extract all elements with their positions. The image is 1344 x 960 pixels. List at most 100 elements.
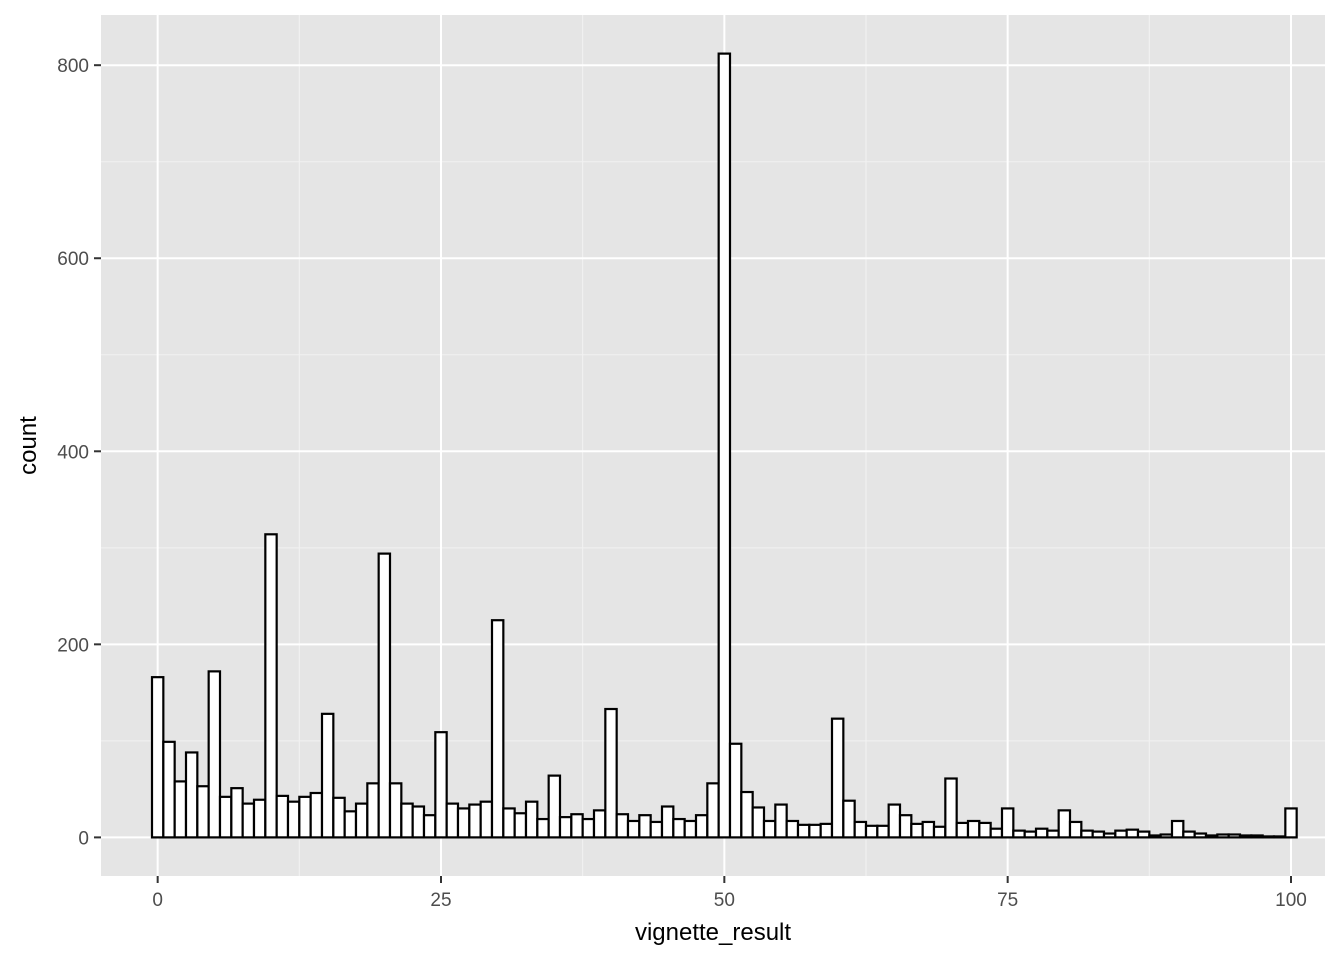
histogram-bar bbox=[275, 794, 290, 839]
histogram-bar bbox=[150, 676, 165, 839]
y-tick-label: 800 bbox=[57, 56, 89, 77]
histogram-bar bbox=[434, 731, 448, 839]
histogram-bar bbox=[264, 533, 278, 839]
histogram-bar bbox=[343, 810, 358, 839]
histogram-bar bbox=[184, 751, 199, 839]
histogram-bar bbox=[762, 819, 777, 839]
histogram-bar bbox=[649, 820, 664, 839]
histogram-bar bbox=[864, 824, 879, 839]
histogram-bar bbox=[298, 795, 312, 839]
histogram-bar bbox=[218, 795, 233, 839]
histogram-bar bbox=[932, 825, 947, 839]
histogram-bar bbox=[921, 820, 936, 839]
histogram-bar bbox=[672, 817, 686, 839]
histogram-bar bbox=[1148, 834, 1162, 839]
histogram-bar bbox=[400, 802, 414, 839]
histogram-bar bbox=[252, 798, 267, 839]
histogram-bar bbox=[785, 819, 800, 839]
histogram-bar bbox=[1272, 835, 1287, 839]
histogram-bar bbox=[1023, 830, 1038, 839]
histogram-bar bbox=[1114, 829, 1128, 839]
histogram-bar bbox=[513, 812, 528, 839]
histogram-bar bbox=[1068, 820, 1083, 839]
histogram-bar bbox=[1012, 829, 1026, 839]
x-tick-label: 25 bbox=[430, 890, 451, 911]
histogram-bar bbox=[570, 813, 584, 839]
histogram-bar bbox=[230, 787, 244, 839]
histogram-bar bbox=[207, 670, 222, 839]
histogram-bar bbox=[547, 774, 562, 839]
histogram-bar bbox=[1238, 834, 1253, 839]
histogram-bar bbox=[876, 824, 890, 839]
histogram-bar bbox=[694, 814, 709, 839]
axis-ticks bbox=[94, 64, 1292, 883]
histogram-bar bbox=[1057, 809, 1072, 839]
histogram-bar bbox=[910, 822, 924, 839]
histogram-bar bbox=[978, 821, 992, 839]
y-tick-label: 400 bbox=[57, 442, 89, 463]
histogram-bar bbox=[173, 780, 188, 839]
histogram-bar bbox=[196, 785, 210, 839]
histogram-bar bbox=[388, 782, 403, 839]
histogram-bar bbox=[581, 817, 596, 839]
histogram-bar bbox=[502, 807, 516, 839]
histogram-bar bbox=[728, 742, 743, 839]
histogram-bar bbox=[479, 800, 494, 839]
histogram-bar bbox=[989, 827, 1004, 839]
histogram-bar bbox=[1261, 835, 1276, 839]
histogram-bar bbox=[683, 819, 698, 839]
histogram-bar bbox=[490, 619, 505, 839]
histogram-bar bbox=[751, 806, 766, 839]
histogram-bar bbox=[626, 819, 641, 839]
histogram-bar bbox=[309, 791, 324, 839]
x-axis-title: vignette_result bbox=[635, 919, 791, 946]
histogram-bar bbox=[1136, 830, 1151, 839]
histogram-bar bbox=[524, 800, 539, 839]
x-tick-label: 100 bbox=[1275, 890, 1307, 911]
histogram-bar bbox=[853, 820, 868, 839]
y-axis-title: count bbox=[15, 416, 42, 475]
histogram-bar bbox=[819, 822, 834, 839]
histogram-bar bbox=[604, 707, 618, 839]
histogram-bar bbox=[1284, 807, 1298, 839]
histogram-bar bbox=[377, 552, 392, 839]
x-tick-label: 0 bbox=[152, 890, 163, 911]
histogram-bar bbox=[774, 803, 788, 839]
histogram-bar bbox=[332, 796, 346, 839]
histogram-bar bbox=[1250, 834, 1264, 839]
y-tick-label: 0 bbox=[78, 828, 89, 849]
histogram-bar bbox=[1159, 833, 1174, 839]
histogram-bar bbox=[162, 740, 176, 839]
histogram-bar bbox=[1216, 833, 1230, 839]
histogram-bar bbox=[558, 816, 573, 839]
histogram-bar bbox=[615, 813, 630, 839]
histogram-bar bbox=[1091, 830, 1106, 839]
histogram-bar bbox=[660, 805, 675, 839]
histogram-bar bbox=[286, 800, 301, 839]
x-tick-label: 50 bbox=[714, 890, 735, 911]
histogram-bar bbox=[638, 814, 652, 839]
minor-gridlines bbox=[101, 15, 1325, 876]
histogram-bar bbox=[456, 807, 471, 839]
histogram-bar bbox=[445, 802, 460, 839]
histogram-bar bbox=[536, 817, 550, 839]
histogram-bar bbox=[898, 814, 913, 839]
histogram-bar bbox=[411, 805, 426, 839]
histogram-bar bbox=[1170, 819, 1185, 839]
histogram-bar bbox=[366, 782, 380, 839]
histogram-bar bbox=[1204, 834, 1219, 839]
histogram-bar bbox=[1182, 830, 1196, 839]
plot-panel bbox=[101, 15, 1325, 876]
histogram-bar bbox=[1227, 833, 1242, 839]
histogram-bar bbox=[1000, 807, 1015, 839]
y-tick-label: 600 bbox=[57, 249, 89, 270]
histogram-bar bbox=[706, 782, 720, 839]
histogram-bar bbox=[955, 821, 970, 839]
histogram-bar bbox=[241, 802, 256, 839]
histogram-bar bbox=[796, 823, 811, 839]
histogram-bar bbox=[808, 823, 822, 839]
histogram-bar bbox=[1046, 829, 1060, 839]
histogram-bar bbox=[966, 819, 981, 839]
